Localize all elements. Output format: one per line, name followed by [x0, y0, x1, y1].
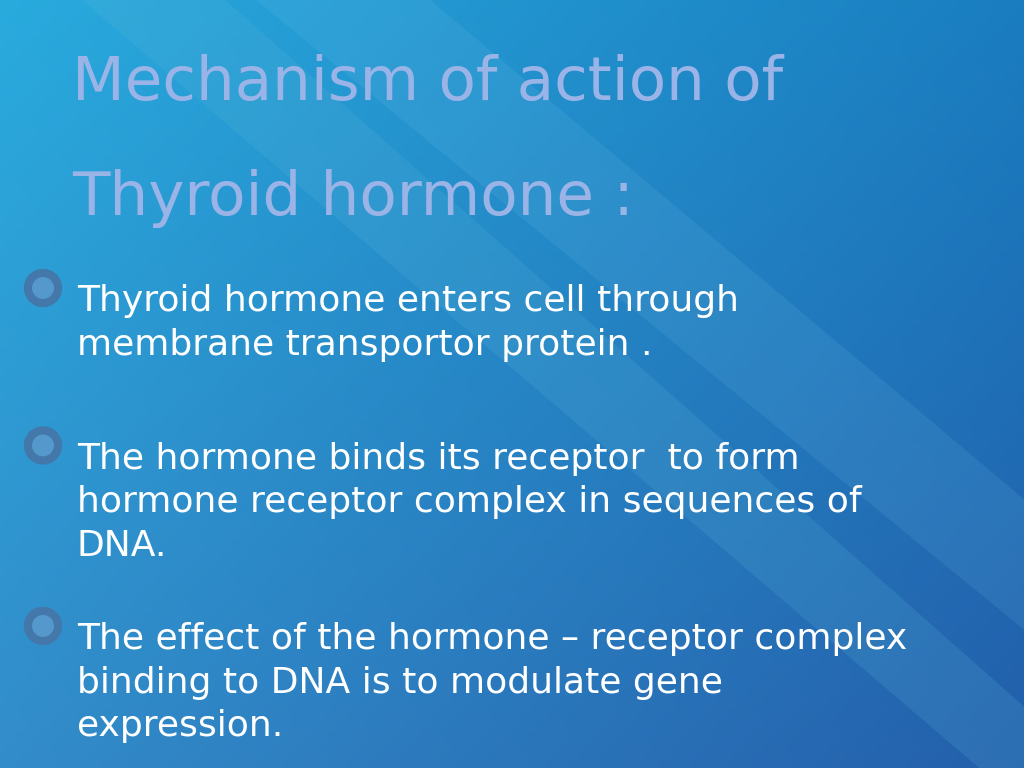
- Text: Thyroid hormone :: Thyroid hormone :: [72, 169, 634, 228]
- Polygon shape: [25, 427, 61, 464]
- Polygon shape: [33, 435, 53, 455]
- Polygon shape: [33, 616, 53, 636]
- Polygon shape: [25, 270, 61, 306]
- Text: Mechanism of action of: Mechanism of action of: [72, 54, 782, 113]
- Text: Thyroid hormone enters cell through
membrane transportor protein .: Thyroid hormone enters cell through memb…: [77, 284, 738, 362]
- Polygon shape: [256, 0, 1024, 630]
- Text: The effect of the hormone – receptor complex
binding to DNA is to modulate gene
: The effect of the hormone – receptor com…: [77, 622, 907, 743]
- Polygon shape: [33, 278, 53, 298]
- Polygon shape: [25, 607, 61, 644]
- Polygon shape: [82, 0, 1024, 768]
- Text: The hormone binds its receptor  to form
hormone receptor complex in sequences of: The hormone binds its receptor to form h…: [77, 442, 861, 562]
